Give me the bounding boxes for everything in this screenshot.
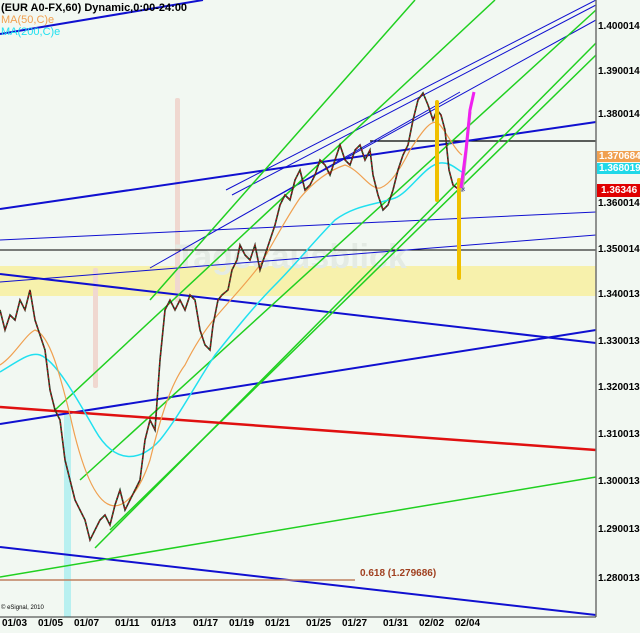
- highlight-bar-pink-2: [93, 268, 98, 388]
- x-tick-label: 01/11: [115, 618, 140, 629]
- x-tick-label: 01/17: [193, 618, 219, 629]
- highlight-bar-cyan: [64, 415, 71, 617]
- projection-magenta: [459, 91, 476, 189]
- y-tick-label: 1.280013: [598, 573, 640, 584]
- highlight-bar-pink-1: [175, 98, 180, 302]
- y-tick-label: 1.320013: [598, 382, 640, 393]
- x-tick-label: 01/19: [229, 618, 255, 629]
- green-channel-lines: [0, 0, 597, 578]
- chart-title: (EUR A0-FX,60) Dynamic,0:00-24:00: [1, 2, 188, 14]
- y-tick-label: 1.340013: [598, 289, 640, 300]
- x-tick-label: 01/05: [38, 618, 64, 629]
- y-tick-label: 1.330013: [598, 336, 640, 347]
- x-tick-label: 01/27: [342, 618, 368, 629]
- ma200-value-badge: 1.368019: [597, 163, 640, 174]
- y-tick-label: 1.380014: [598, 109, 640, 120]
- blue-trendlines: [0, 0, 597, 616]
- x-tick-label: 01/03: [2, 618, 28, 629]
- x-tick-label: 01/07: [74, 618, 100, 629]
- ma200-line: [0, 162, 463, 458]
- y-tick-label: 1.310013: [598, 429, 640, 440]
- legend-ma200: MA(200,C)e: [1, 26, 61, 38]
- x-tick-label: 01/21: [265, 618, 291, 629]
- y-tick-label: 1.350014: [598, 244, 640, 255]
- x-tick-label: 01/31: [383, 618, 409, 629]
- x-tick-label: 02/02: [419, 618, 445, 629]
- legend-ma50: MA(50,C)e: [1, 14, 55, 26]
- y-tick-label: 1.290013: [598, 524, 640, 535]
- x-tick-label: 01/13: [151, 618, 177, 629]
- y-tick-label: 1.300013: [598, 476, 640, 487]
- watermark: Tagesausblick: [175, 238, 407, 276]
- y-tick-label: 1.390014: [598, 66, 640, 77]
- crosshair-marker: ×: [461, 185, 466, 194]
- last-price-badge: 1.36346: [597, 184, 640, 197]
- ma50-value-badge: 1.370684: [597, 151, 640, 162]
- copyright-text: © eSignal, 2010: [1, 605, 44, 611]
- ma50-line: [0, 121, 463, 507]
- y-tick-label: 1.360014: [598, 198, 640, 209]
- x-tick-label: 02/04: [455, 618, 481, 629]
- red-support-line: [0, 405, 597, 452]
- y-tick-label: 1.400014: [598, 21, 640, 32]
- fib-level-label: 0.618 (1.279686): [360, 568, 437, 579]
- x-tick-label: 01/25: [306, 618, 332, 629]
